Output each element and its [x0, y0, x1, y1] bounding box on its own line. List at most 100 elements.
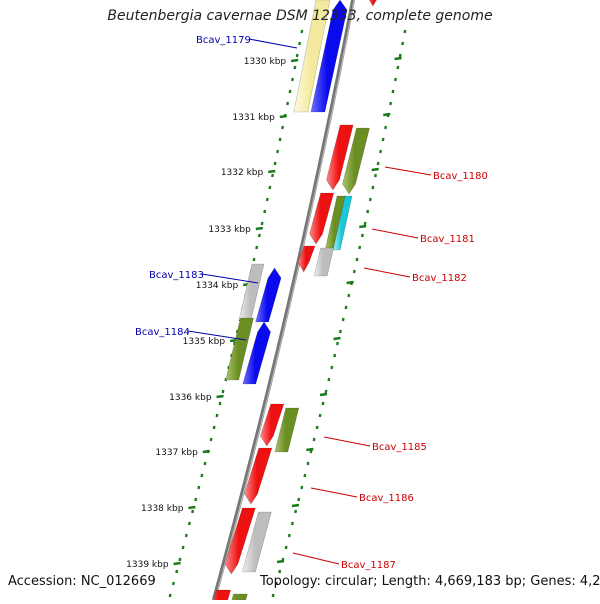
- scale-tick: [290, 58, 299, 63]
- scale-tick: [346, 280, 354, 285]
- scale-tick: [279, 114, 287, 119]
- left-scale-dot: [257, 233, 261, 238]
- left-scale-dot: [252, 257, 256, 262]
- scale-label: 1336 kbp: [169, 393, 212, 403]
- gene-label: Bcav_1184: [135, 327, 190, 338]
- gene-arrow: [313, 247, 334, 277]
- left-scale-dot: [281, 125, 285, 130]
- gene-label: Bcav_1183: [149, 270, 204, 281]
- gene-arrow: [368, 0, 377, 7]
- left-scale-dot: [263, 209, 267, 214]
- gene-leader-line: [371, 228, 419, 239]
- gene-arrow: [255, 267, 282, 323]
- right-scale-dot: [341, 317, 345, 322]
- scale-tick: [276, 559, 285, 564]
- right-scale-dot: [374, 173, 377, 178]
- scale-label: 1331 kbp: [232, 113, 275, 123]
- left-scale-dot: [184, 533, 188, 538]
- right-scale-dot: [376, 161, 380, 166]
- gene-leader-line: [363, 267, 411, 278]
- left-scale-dot: [197, 485, 201, 490]
- scale-label: 1332 kbp: [221, 168, 264, 178]
- gene-label: Bcav_1186: [359, 493, 414, 504]
- scale-label: 1337 kbp: [155, 448, 198, 458]
- scale-label: 1335 kbp: [183, 337, 226, 347]
- right-scale-dot: [271, 593, 275, 598]
- gene-arrow: [225, 317, 254, 381]
- gene-arrow: [326, 124, 354, 191]
- left-scale-dot: [255, 245, 259, 250]
- gene-arrow: [342, 127, 370, 195]
- scale-label: 1333 kbp: [208, 225, 251, 235]
- right-scale-dot: [330, 365, 334, 370]
- gene-label: Bcav_1181: [420, 234, 475, 245]
- right-scale-dot: [355, 257, 359, 262]
- left-scale-dot: [288, 89, 292, 94]
- right-scale-dot: [297, 497, 301, 502]
- right-scale-dot: [303, 473, 307, 478]
- left-scale-dot: [175, 569, 179, 574]
- left-scale-dot: [293, 65, 297, 70]
- gene-arrow: [293, 0, 331, 113]
- left-scale-dot: [273, 161, 277, 166]
- left-scale-dot: [191, 509, 195, 514]
- gene-label: Bcav_1182: [412, 273, 467, 284]
- right-scale-dot: [403, 29, 407, 34]
- left-scale-dot: [203, 461, 207, 466]
- left-scale-dot: [271, 173, 274, 178]
- gene-arrow: [212, 589, 231, 604]
- genome-summary: Topology: circular; Length: 4,669,183 bp…: [260, 574, 600, 589]
- gene-arrow: [297, 245, 316, 273]
- scale-tick: [333, 336, 341, 341]
- right-scale-dot: [294, 509, 298, 514]
- right-scale-dot: [327, 377, 331, 382]
- gene-arrow: [309, 192, 335, 245]
- left-scale-dot: [181, 545, 185, 550]
- scale-tick: [306, 447, 314, 452]
- right-scale-dot: [358, 245, 362, 250]
- right-scale-dot: [360, 233, 364, 238]
- left-scale-dot: [265, 197, 269, 202]
- left-scale-dot: [218, 401, 222, 406]
- map-title: Beutenbergia cavernae DSM 12333, complet…: [107, 8, 493, 24]
- gene-leader-line: [323, 436, 371, 447]
- right-scale-dot: [363, 221, 367, 226]
- right-scale-dot: [333, 353, 337, 358]
- left-scale-dot: [187, 521, 191, 526]
- scale-tick: [255, 226, 263, 231]
- right-scale-dot: [368, 197, 372, 202]
- genome-backbone-highlight: [214, 0, 355, 601]
- right-scale-dot: [290, 521, 294, 526]
- gene-label: Bcav_1185: [372, 442, 427, 453]
- left-scale-dot: [209, 437, 213, 442]
- left-scale-dot: [212, 425, 216, 430]
- right-scale-dot: [312, 437, 316, 442]
- left-scale-dot: [171, 581, 175, 586]
- scale-tick: [291, 503, 300, 508]
- scale-tick: [319, 392, 328, 397]
- gene-leader-line: [248, 38, 298, 49]
- right-scale-dot: [338, 329, 342, 334]
- right-scale-dot: [366, 209, 370, 214]
- scale-label: 1334 kbp: [196, 281, 239, 291]
- right-scale-dot: [336, 341, 339, 346]
- left-scale-dot: [200, 473, 204, 478]
- gene-arrow: [242, 321, 271, 385]
- right-scale-dot: [274, 581, 278, 586]
- right-scale-dot: [398, 53, 402, 58]
- gene-leader-line: [310, 487, 358, 498]
- left-scale-dot: [168, 593, 172, 598]
- right-scale-dot: [381, 137, 385, 142]
- scale-tick: [216, 394, 224, 399]
- left-scale-dot: [278, 137, 282, 142]
- left-scale-dot: [300, 29, 304, 34]
- left-scale-dot: [221, 389, 225, 394]
- right-scale-dot: [371, 185, 375, 190]
- scale-tick: [359, 224, 367, 229]
- right-scale-dot: [306, 461, 310, 466]
- gene-arrow: [224, 507, 256, 575]
- gene-leader-line: [384, 166, 432, 176]
- gene-arrow: [332, 195, 353, 251]
